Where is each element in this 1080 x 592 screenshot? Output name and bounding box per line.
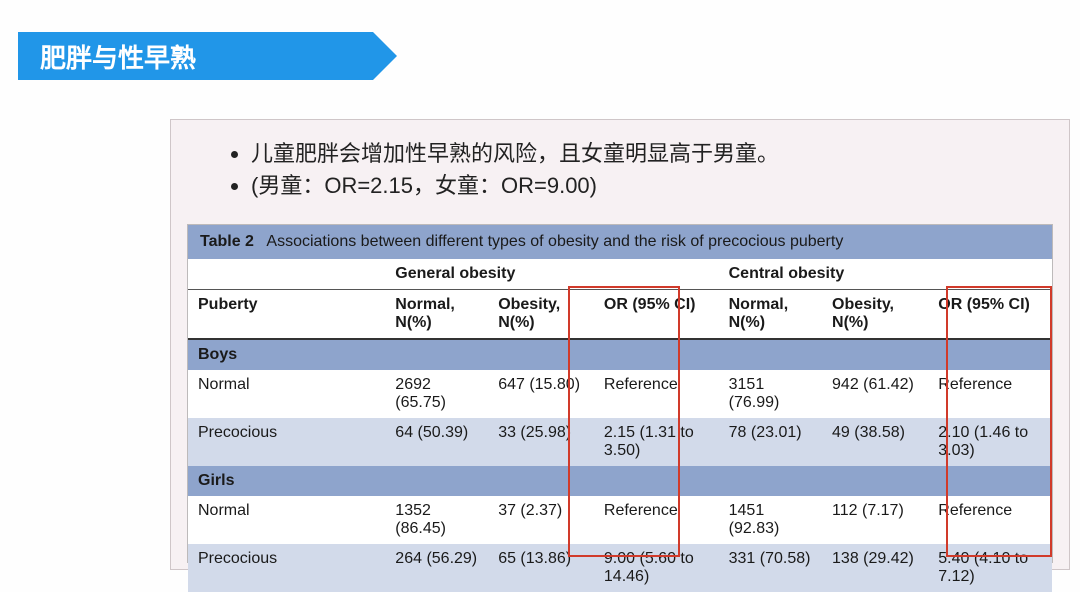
table-cell: 2692 (65.75) xyxy=(385,370,488,418)
table-header-cell: Puberty xyxy=(188,290,385,340)
data-table: General obesity Central obesity Puberty … xyxy=(188,259,1052,592)
content-panel: 儿童肥胖会增加性早熟的风险，且女童明显高于男童。 (男童：OR=2.15，女童：… xyxy=(170,119,1070,570)
table-cell: 33 (25.98) xyxy=(488,418,594,466)
data-table-frame: Table 2 Associations between different t… xyxy=(187,224,1053,563)
table-cell: 264 (56.29) xyxy=(385,544,488,592)
table-cell: Reference xyxy=(928,496,1052,544)
table-caption-text: Associations between different types of … xyxy=(266,233,843,250)
table-caption: Table 2 Associations between different t… xyxy=(188,225,1052,259)
table-header-cell: Obesity, N(%) xyxy=(488,290,594,340)
slide-title-banner: 肥胖与性早熟 xyxy=(18,32,373,80)
table-cell: 5.40 (4.10 to 7.12) xyxy=(928,544,1052,592)
table-row: Precocious 64 (50.39) 33 (25.98) 2.15 (1… xyxy=(188,418,1052,466)
table-cell: 331 (70.58) xyxy=(719,544,822,592)
table-row: Normal 1352 (86.45) 37 (2.37) Reference … xyxy=(188,496,1052,544)
table-cell: 9.00 (5.60 to 14.46) xyxy=(594,544,719,592)
table-cell: Normal xyxy=(188,370,385,418)
table-cell: Precocious xyxy=(188,418,385,466)
table-cell: 64 (50.39) xyxy=(385,418,488,466)
table-column-header-row: Puberty Normal, N(%) Obesity, N(%) OR (9… xyxy=(188,290,1052,340)
table-cell: 37 (2.37) xyxy=(488,496,594,544)
table-header-cell: Obesity, N(%) xyxy=(822,290,928,340)
table-cell: Precocious xyxy=(188,544,385,592)
table-cell: Reference xyxy=(928,370,1052,418)
slide-title: 肥胖与性早熟 xyxy=(40,38,196,75)
bullet-list: 儿童肥胖会增加性早熟的风险，且女童明显高于男童。 (男童：OR=2.15，女童：… xyxy=(233,138,1069,202)
table-cell: 49 (38.58) xyxy=(822,418,928,466)
table-section-row: Girls xyxy=(188,466,1052,496)
table-cell: 1352 (86.45) xyxy=(385,496,488,544)
table-header-cell: General obesity xyxy=(385,259,718,290)
table-group-header-row: General obesity Central obesity xyxy=(188,259,1052,290)
table-row: Normal 2692 (65.75) 647 (15.80) Referenc… xyxy=(188,370,1052,418)
table-cell: Reference xyxy=(594,370,719,418)
table-cell: 65 (13.86) xyxy=(488,544,594,592)
table-cell: 647 (15.80) xyxy=(488,370,594,418)
table-cell: Normal xyxy=(188,496,385,544)
bullet-item: (男童：OR=2.15，女童：OR=9.00) xyxy=(251,170,1069,202)
bullet-item: 儿童肥胖会增加性早熟的风险，且女童明显高于男童。 xyxy=(251,138,1069,170)
table-cell: 112 (7.17) xyxy=(822,496,928,544)
table-cell: 1451 (92.83) xyxy=(719,496,822,544)
table-row: Precocious 264 (56.29) 65 (13.86) 9.00 (… xyxy=(188,544,1052,592)
table-section-label: Boys xyxy=(188,339,1052,370)
table-header-cell: Central obesity xyxy=(719,259,1052,290)
table-header-cell xyxy=(188,259,385,290)
table-section-label: Girls xyxy=(188,466,1052,496)
table-cell: 2.15 (1.31 to 3.50) xyxy=(594,418,719,466)
table-cell: 942 (61.42) xyxy=(822,370,928,418)
table-cell: 3151 (76.99) xyxy=(719,370,822,418)
table-header-cell: OR (95% CI) xyxy=(594,290,719,340)
table-cell: 78 (23.01) xyxy=(719,418,822,466)
table-section-row: Boys xyxy=(188,339,1052,370)
table-cell: Reference xyxy=(594,496,719,544)
table-header-cell: Normal, N(%) xyxy=(719,290,822,340)
table-header-cell: Normal, N(%) xyxy=(385,290,488,340)
table-caption-label: Table 2 xyxy=(200,233,254,250)
table-header-cell: OR (95% CI) xyxy=(928,290,1052,340)
table-cell: 138 (29.42) xyxy=(822,544,928,592)
table-cell: 2.10 (1.46 to 3.03) xyxy=(928,418,1052,466)
